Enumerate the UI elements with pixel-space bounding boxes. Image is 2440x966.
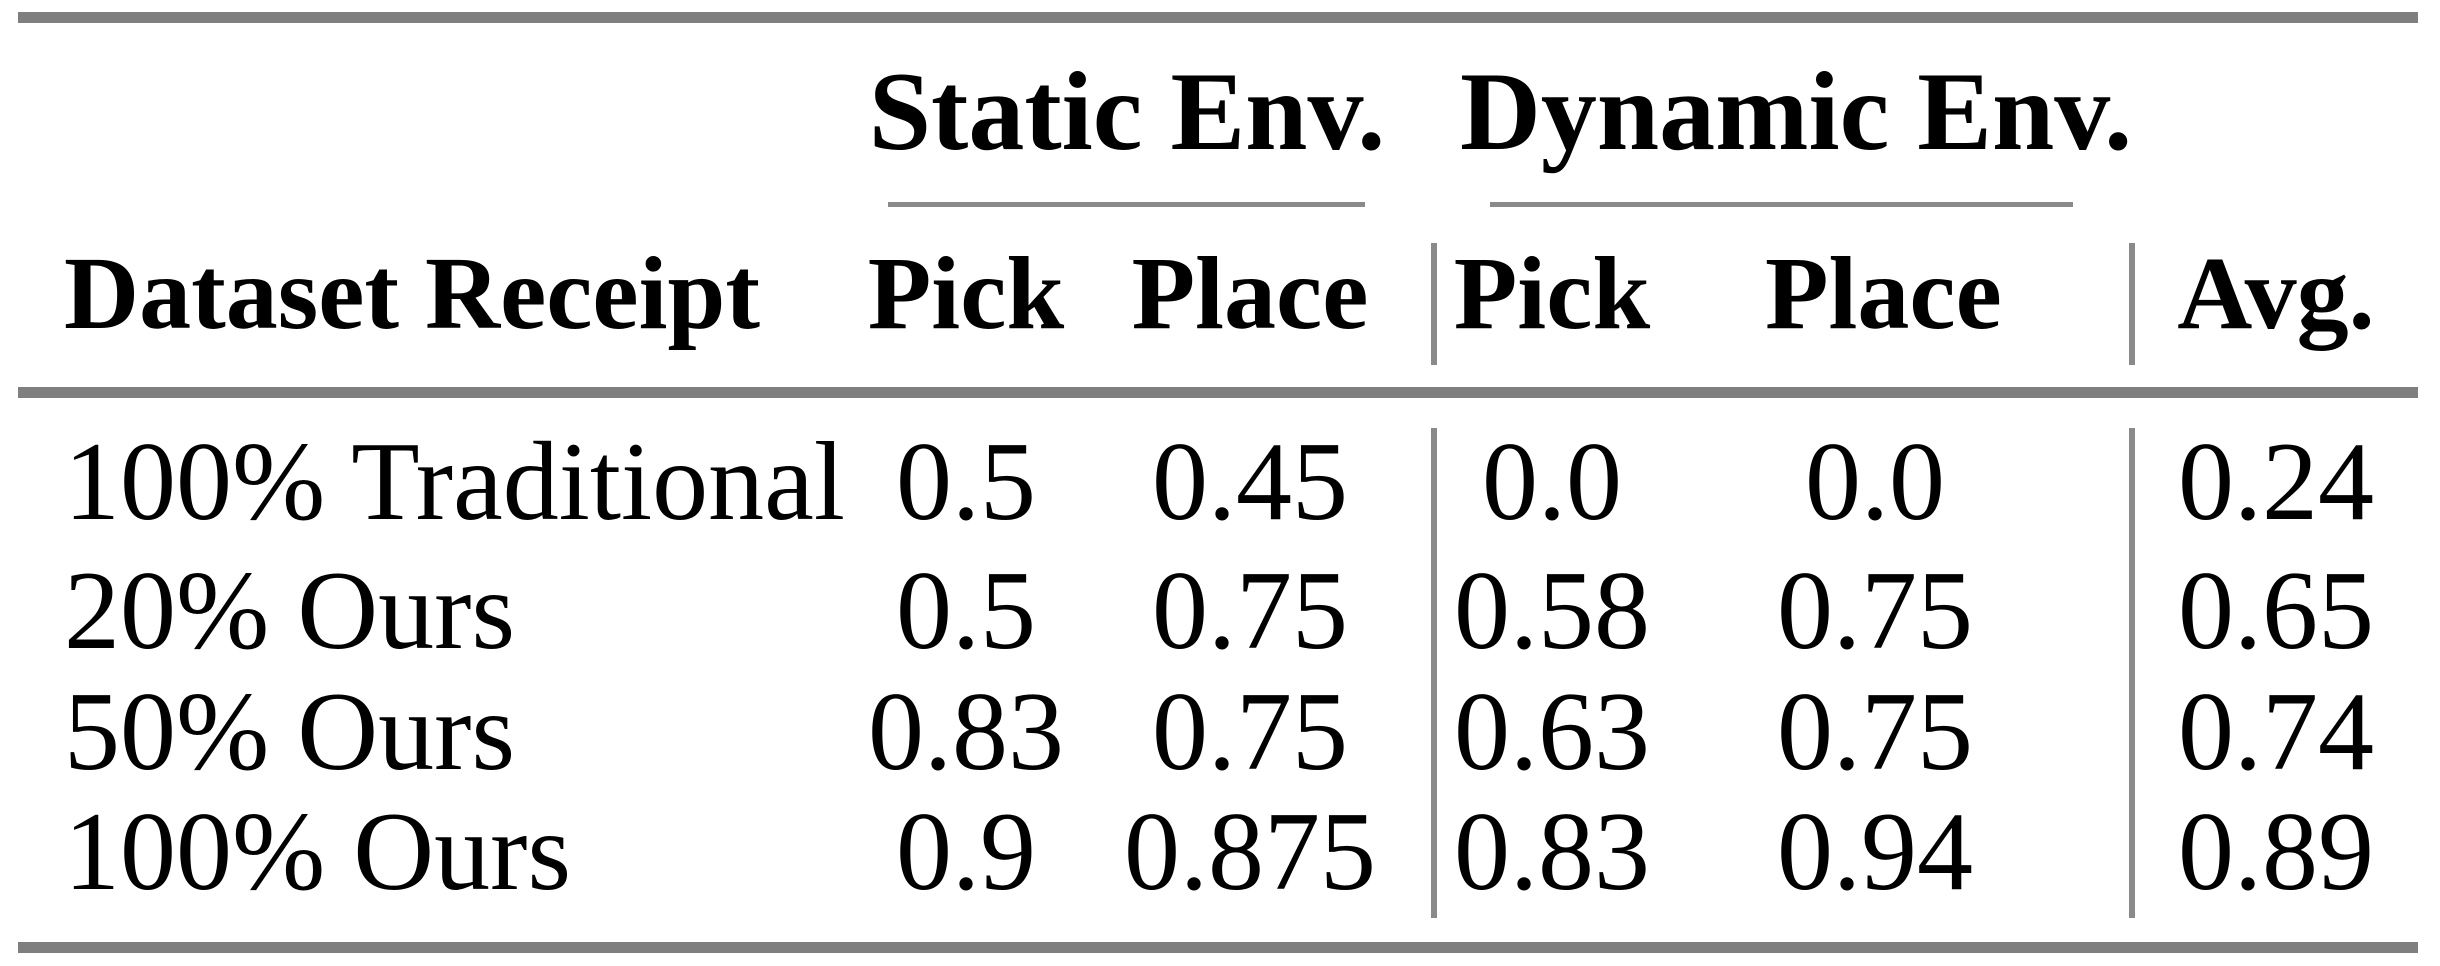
cell-static-place: 0.45	[1152, 420, 1348, 544]
table-header-row: Dataset Receipt Pick Place Pick Place Av…	[0, 242, 2440, 362]
header-static-place: Place	[1131, 236, 1369, 351]
cell-static-place: 0.75	[1152, 549, 1348, 673]
table-row: 50% Ours 0.83 0.75 0.63 0.75 0.74	[0, 676, 2440, 801]
row-label: 20% Ours	[64, 549, 516, 673]
table-row: 100% Traditional 0.5 0.45 0.0 0.0 0.24	[0, 426, 2440, 551]
cell-dynamic-pick: 0.63	[1454, 670, 1650, 794]
static-env-underline	[888, 202, 1365, 207]
vertical-separator-1-header	[1431, 243, 1437, 365]
vertical-separator-2-header	[2129, 243, 2135, 365]
dynamic-env-underline	[1490, 202, 2073, 207]
header-dataset-receipt: Dataset Receipt	[64, 236, 760, 351]
header-dynamic-place: Place	[1765, 236, 2002, 351]
table-row: 100% Ours 0.9 0.875 0.83 0.94 0.89	[0, 796, 2440, 921]
vertical-separator-1-body	[1431, 428, 1437, 918]
cell-static-pick: 0.9	[896, 790, 1036, 914]
cell-dynamic-place: 0.94	[1777, 790, 1973, 914]
cell-dynamic-place: 0.75	[1777, 549, 1973, 673]
header-dynamic-pick: Pick	[1453, 236, 1651, 351]
header-avg: Avg.	[2177, 236, 2375, 351]
table-row: 20% Ours 0.5 0.75 0.58 0.75 0.65	[0, 555, 2440, 680]
table-header-rule	[18, 387, 2418, 398]
row-label: 100% Ours	[64, 790, 572, 914]
cell-avg: 0.24	[2178, 420, 2374, 544]
cell-static-place: 0.75	[1152, 670, 1348, 794]
cell-avg: 0.74	[2178, 670, 2374, 794]
cell-dynamic-pick: 0.0	[1482, 420, 1622, 544]
cell-dynamic-place: 0.0	[1805, 420, 1945, 544]
col-group-dynamic-env: Dynamic Env.	[1460, 50, 2133, 174]
cell-static-place: 0.875	[1124, 790, 1376, 914]
cell-static-pick: 0.5	[896, 420, 1036, 544]
header-static-pick: Pick	[867, 236, 1065, 351]
col-group-static-env: Static Env.	[868, 50, 1386, 174]
cell-avg: 0.65	[2178, 549, 2374, 673]
row-label: 100% Traditional	[64, 420, 845, 544]
row-label: 50% Ours	[64, 670, 516, 794]
cell-dynamic-pick: 0.83	[1454, 790, 1650, 914]
cell-dynamic-place: 0.75	[1777, 670, 1973, 794]
table-bottom-rule	[18, 942, 2418, 953]
cell-avg: 0.89	[2178, 790, 2374, 914]
cell-static-pick: 0.83	[868, 670, 1064, 794]
vertical-separator-2-body	[2129, 428, 2135, 918]
table-top-rule	[18, 12, 2418, 23]
cell-dynamic-pick: 0.58	[1454, 549, 1650, 673]
cell-static-pick: 0.5	[896, 549, 1036, 673]
